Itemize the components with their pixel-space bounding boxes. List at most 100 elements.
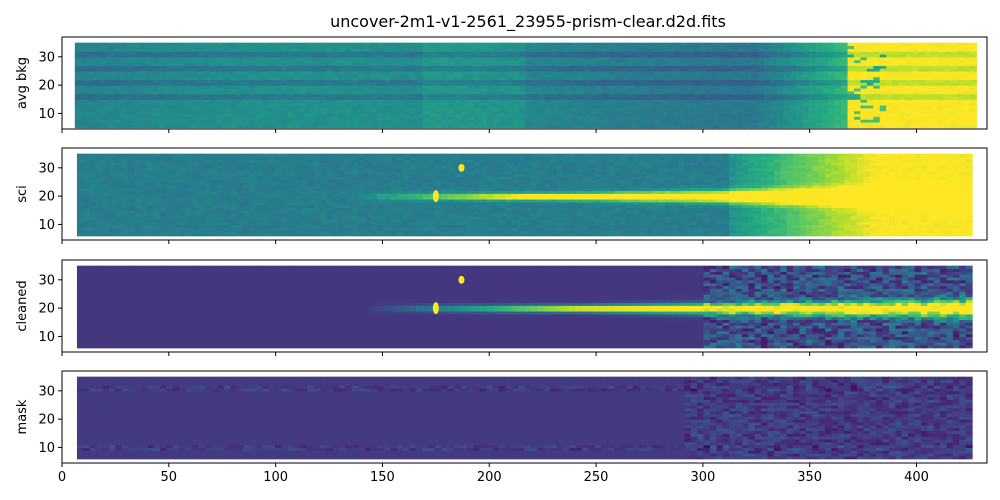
heatmap-cell xyxy=(306,113,314,117)
heatmap-cell xyxy=(577,42,585,47)
heatmap-cell xyxy=(506,65,514,69)
heatmap-cell xyxy=(345,45,353,49)
heatmap-cell xyxy=(83,224,91,228)
heatmap-cell xyxy=(866,73,874,78)
heatmap-cell xyxy=(538,124,546,129)
heatmap-cell xyxy=(647,42,655,47)
heatmap-cell xyxy=(821,51,829,55)
heatmap-cell xyxy=(757,93,765,98)
heatmap-cell xyxy=(692,96,701,100)
heatmap-cell xyxy=(217,232,225,237)
heatmap-cell xyxy=(158,87,166,92)
heatmap-cell xyxy=(184,96,192,100)
heatmap-cell xyxy=(474,56,482,61)
heatmap-cell xyxy=(602,96,610,100)
heatmap-cell xyxy=(725,76,733,81)
heatmap-cell xyxy=(705,110,713,115)
heatmap-cell xyxy=(139,85,147,89)
heatmap-cell xyxy=(622,104,630,109)
heatmap-cell xyxy=(364,104,372,109)
heatmap-cell xyxy=(940,230,948,234)
heatmap-cell xyxy=(152,56,160,61)
heatmap-cell xyxy=(139,107,147,112)
heatmap-cell xyxy=(615,124,623,129)
heatmap-cell xyxy=(705,99,713,103)
heatmap-cell xyxy=(74,82,82,86)
heatmap-cell xyxy=(847,82,855,86)
heatmap-cell xyxy=(235,82,243,86)
heatmap-cell xyxy=(134,218,142,223)
heatmap-cell xyxy=(532,51,540,55)
heatmap-cell xyxy=(108,232,116,237)
heatmap-cell xyxy=(203,65,211,69)
heatmap-cell xyxy=(770,96,778,100)
heatmap-cell xyxy=(886,82,894,86)
heatmap-cell xyxy=(108,230,116,234)
heatmap-cell xyxy=(300,70,308,75)
heatmap-cell xyxy=(589,70,597,75)
heatmap-cell xyxy=(837,230,845,234)
heatmap-cell xyxy=(596,110,604,115)
heatmap-cell xyxy=(364,73,372,78)
heatmap-cell xyxy=(132,113,140,117)
heatmap-cell xyxy=(222,62,230,66)
heatmap-cell xyxy=(731,82,739,86)
heatmap-cell xyxy=(441,51,449,55)
heatmap-cell xyxy=(841,119,849,123)
heatmap-cell xyxy=(139,65,147,69)
heatmap-cell xyxy=(722,227,730,231)
heatmap-cell xyxy=(622,48,630,52)
heatmap-cell xyxy=(783,68,791,72)
heatmap-cell xyxy=(841,53,849,58)
heatmap-cell xyxy=(570,73,578,78)
heatmap-cell xyxy=(454,59,462,64)
heatmap-cell xyxy=(544,93,552,98)
heatmap-cell xyxy=(94,68,102,72)
heatmap-cell xyxy=(364,51,372,55)
heatmap-cell xyxy=(261,73,269,78)
heatmap-cell xyxy=(466,230,474,234)
heatmap-cell xyxy=(74,79,82,83)
heatmap-cell xyxy=(428,218,436,223)
heatmap-cell xyxy=(441,124,449,129)
heatmap-cell xyxy=(770,104,778,109)
heatmap-cell xyxy=(892,53,900,58)
heatmap-cell xyxy=(789,45,797,49)
heatmap-cell xyxy=(738,124,746,129)
heatmap-cell xyxy=(635,107,643,112)
heatmap-cell xyxy=(102,230,110,234)
heatmap-cell xyxy=(511,221,519,226)
heatmap-cell xyxy=(493,65,501,69)
heatmap-cell xyxy=(770,73,778,78)
heatmap-cell xyxy=(564,73,572,78)
heatmap-cell xyxy=(532,124,540,129)
heatmap-cell xyxy=(899,53,907,58)
heatmap-cell xyxy=(952,221,960,226)
heatmap-cell xyxy=(853,42,862,47)
heatmap-cell xyxy=(76,230,84,234)
heatmap-cell xyxy=(744,65,752,69)
heatmap-cell xyxy=(532,87,540,92)
heatmap-cell xyxy=(886,121,894,126)
heatmap-cell xyxy=(319,68,327,72)
heatmap-cell xyxy=(255,110,263,115)
heatmap-cell xyxy=(776,62,784,66)
heatmap-cell xyxy=(537,221,545,226)
heatmap-cell xyxy=(899,68,907,72)
heatmap-cell xyxy=(550,227,558,231)
heatmap-cell xyxy=(158,42,166,47)
heatmap-cell xyxy=(609,85,617,89)
heatmap-cell xyxy=(345,107,353,112)
heatmap-cell xyxy=(300,218,308,223)
heatmap-cell xyxy=(718,110,726,115)
heatmap-cell xyxy=(873,104,881,109)
heatmap-cell xyxy=(211,230,219,234)
heatmap-cell xyxy=(396,62,404,66)
heatmap-cell xyxy=(582,221,590,226)
heatmap-cell xyxy=(899,107,907,112)
heatmap-cell xyxy=(467,124,475,129)
heatmap-cell xyxy=(564,87,572,92)
heatmap-cell xyxy=(588,227,596,231)
heatmap-cell xyxy=(556,227,564,231)
heatmap-cell xyxy=(454,107,462,112)
